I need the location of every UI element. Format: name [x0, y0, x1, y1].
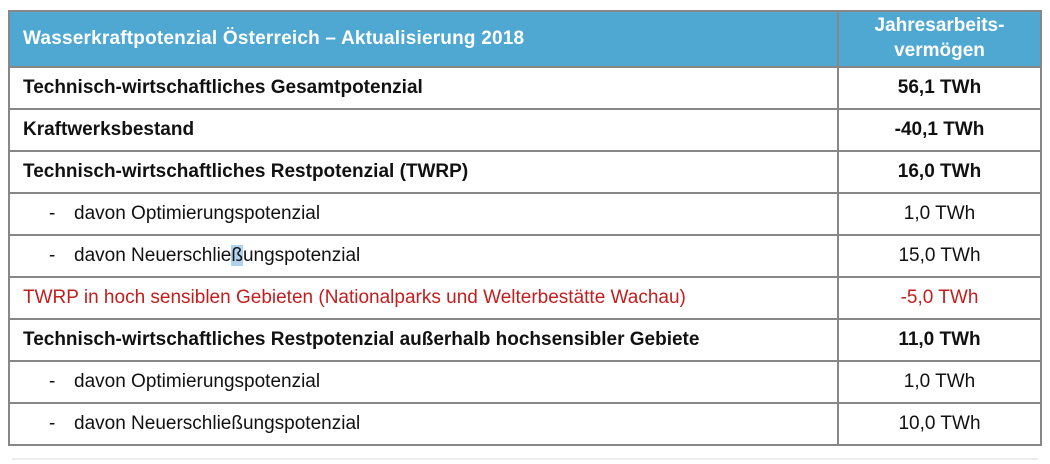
row-value: 15,0 TWh	[837, 236, 1040, 276]
table-title: Wasserkraftpotenzial Österreich – Aktual…	[23, 28, 525, 49]
table-row: Kraftwerksbestand -40,1 TWh	[10, 108, 1040, 150]
row-value: 1,0 TWh	[837, 362, 1040, 402]
table-row: - davon Neuerschließungspotenzial 15,0 T…	[10, 234, 1040, 276]
row-value: 16,0 TWh	[837, 152, 1040, 192]
table-header-row: Wasserkraftpotenzial Österreich – Aktual…	[10, 12, 1040, 66]
dash-bullet: -	[49, 203, 56, 224]
row-label: Technisch-wirtschaftliches Gesamtpotenzi…	[23, 77, 423, 98]
dash-bullet: -	[49, 371, 56, 392]
row-label-cell: Technisch-wirtschaftliches Restpotenzial…	[10, 320, 837, 360]
table-row: Technisch-wirtschaftliches Restpotenzial…	[10, 318, 1040, 360]
row-label: davon Neuerschließungspotenzial	[74, 245, 361, 266]
row-label-cell: TWRP in hoch sensiblen Gebieten (Nationa…	[10, 278, 837, 318]
row-label: Technisch-wirtschaftliches Restpotenzial…	[23, 161, 469, 182]
row-label: davon Optimierungspotenzial	[74, 371, 321, 392]
hydropower-potential-table: Wasserkraftpotenzial Österreich – Aktual…	[8, 10, 1042, 446]
table-body: Technisch-wirtschaftliches Gesamtpotenzi…	[10, 66, 1040, 444]
row-label: davon Optimierungspotenzial	[74, 203, 321, 224]
row-value: -40,1 TWh	[837, 110, 1040, 150]
row-label-cell: Technisch-wirtschaftliches Restpotenzial…	[10, 152, 837, 192]
row-value: -5,0 TWh	[837, 278, 1040, 318]
dash-bullet: -	[49, 413, 56, 434]
row-label: Technisch-wirtschaftliches Restpotenzial…	[23, 329, 700, 350]
table-row: - davon Optimierungspotenzial 1,0 TWh	[10, 360, 1040, 402]
table-row: - davon Optimierungspotenzial 1,0 TWh	[10, 192, 1040, 234]
row-label: Kraftwerksbestand	[23, 119, 195, 140]
row-label: TWRP in hoch sensiblen Gebieten (Nationa…	[23, 287, 686, 308]
row-label-cell: - davon Neuerschließungspotenzial	[10, 236, 837, 276]
row-value: 11,0 TWh	[837, 320, 1040, 360]
table-row: TWRP in hoch sensiblen Gebieten (Nationa…	[10, 276, 1040, 318]
value-column-header: Jahresarbeits- vermögen	[837, 12, 1040, 66]
row-label: davon Neuerschließungspotenzial	[74, 413, 361, 434]
row-label-cell: Technisch-wirtschaftliches Gesamtpotenzi…	[10, 68, 837, 108]
row-label-cell: - davon Optimierungspotenzial	[10, 194, 837, 234]
row-value: 56,1 TWh	[837, 68, 1040, 108]
highlighted-character: ß	[231, 245, 243, 266]
value-column-header-line1: Jahresarbeits-	[874, 15, 1005, 37]
table-row: Technisch-wirtschaftliches Restpotenzial…	[10, 150, 1040, 192]
row-label-cell: - davon Neuerschließungspotenzial	[10, 404, 837, 444]
table-row: Technisch-wirtschaftliches Gesamtpotenzi…	[10, 66, 1040, 108]
row-label-cell: - davon Optimierungspotenzial	[10, 362, 837, 402]
row-label-cell: Kraftwerksbestand	[10, 110, 837, 150]
row-value: 1,0 TWh	[837, 194, 1040, 234]
page-edge-line	[12, 458, 1038, 460]
dash-bullet: -	[49, 245, 56, 266]
table-row: - davon Neuerschließungspotenzial 10,0 T…	[10, 402, 1040, 444]
row-value: 10,0 TWh	[837, 404, 1040, 444]
value-column-header-line2: vermögen	[894, 40, 985, 61]
